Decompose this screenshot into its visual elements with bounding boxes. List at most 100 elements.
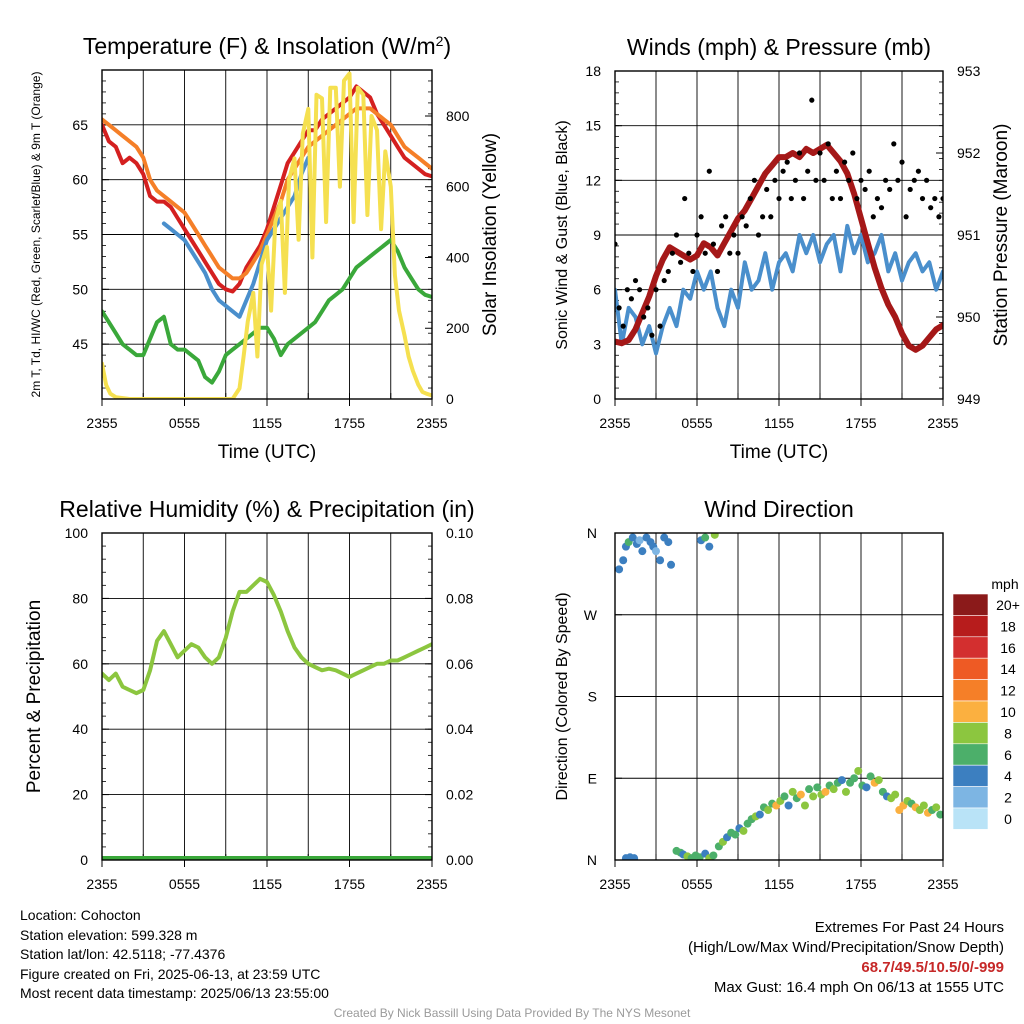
gust-point — [768, 214, 774, 220]
gust-point — [624, 287, 630, 293]
direction-point — [874, 776, 883, 785]
x-tick-label: 2355 — [927, 415, 958, 431]
gust-point — [907, 186, 913, 193]
gust-point — [858, 177, 864, 183]
gust-point — [657, 323, 663, 329]
y-tick-label: 40 — [72, 721, 88, 737]
direction-point — [701, 533, 710, 542]
chart-title: Wind Direction — [704, 496, 854, 522]
plot-frame — [614, 70, 944, 400]
plot-frame — [614, 532, 944, 861]
y2-tick-label: 953 — [957, 63, 981, 79]
gust-point — [743, 223, 749, 229]
y-tick-label: 20 — [72, 787, 88, 803]
gust-point — [817, 150, 823, 156]
gust-point — [723, 214, 729, 220]
gust-point — [739, 214, 745, 220]
legend-swatch — [952, 593, 989, 616]
legend-swatch — [952, 764, 989, 787]
direction-point — [630, 854, 639, 860]
chart-title: Winds (mph) & Pressure (mb) — [627, 34, 931, 60]
direction-point — [710, 533, 719, 539]
extremes-subtitle: (High/Low/Max Wind/Precipitation/Snow De… — [688, 939, 1004, 956]
y2-tick-label: 0.10 — [446, 525, 473, 541]
gust-point — [870, 214, 876, 220]
extremes-values: 68.7/49.5/10.5/0/-999 — [861, 959, 1004, 976]
gust-point — [883, 177, 889, 183]
direction-point — [862, 783, 871, 792]
gust-point — [673, 232, 680, 238]
series-line-hiwc — [161, 155, 311, 319]
chart-panel-1: Temperature (F) & Insolation (W/m2) 2355 0… — [29, 33, 501, 463]
gust-point — [678, 259, 684, 265]
plot-frame — [101, 69, 433, 400]
direction-point — [638, 547, 647, 556]
y-tick-label: S — [588, 689, 597, 705]
x-tick-label: 2355 — [927, 876, 958, 892]
direction-point — [813, 783, 822, 792]
direction-point — [652, 547, 660, 556]
plot-area — [102, 71, 432, 399]
direction-point — [755, 810, 764, 819]
title-close: ) — [443, 33, 451, 59]
gust-point — [788, 195, 794, 202]
direction-point — [764, 806, 773, 815]
title-superscript: 2 — [436, 33, 444, 49]
gust-point — [813, 177, 819, 183]
gust-point — [784, 159, 790, 165]
y2-axis-label: Station Pressure (Maroon) — [991, 124, 1012, 347]
legend-label: 12 — [1000, 683, 1016, 699]
direction-point — [800, 801, 809, 810]
gust-point — [809, 97, 815, 103]
x-tick-label: 0555 — [681, 415, 712, 431]
legend-label: 14 — [1000, 661, 1016, 677]
y-tick-label: 45 — [72, 336, 88, 352]
legend-swatch — [952, 743, 989, 766]
gust-point — [850, 150, 856, 156]
gust-point — [702, 250, 708, 256]
y-axis-label: Sonic Wind & Gust (Blue, Black) — [554, 120, 571, 349]
created-text: Figure created on Fri, 2025-06-13, at 23… — [20, 965, 321, 982]
direction-point — [709, 851, 718, 860]
y-tick-label: 55 — [72, 227, 88, 243]
gust-point — [911, 177, 917, 183]
gust-point — [637, 287, 643, 293]
x-tick-label: 2355 — [86, 415, 117, 431]
gust-point — [698, 214, 704, 220]
gust-point — [862, 186, 868, 193]
gust-point — [653, 287, 659, 293]
legend-label: 16 — [1000, 640, 1016, 656]
speed-legend: mph 20+ 18 16 14 12 10 8 6 4 2 0 — [952, 576, 1020, 830]
legend-title: mph — [991, 576, 1018, 592]
x-tick-label: 2355 — [416, 415, 447, 431]
y-axis-label: Direction (Colored By Speed) — [554, 592, 571, 800]
chart-panel-3: Relative Humidity (%) & Precipitation (i… — [24, 496, 475, 892]
direction-point — [705, 542, 714, 551]
direction-point — [780, 792, 789, 801]
x-tick-label: 1155 — [764, 415, 794, 431]
plot-area — [102, 576, 432, 860]
gust-point — [878, 205, 885, 211]
chart-title: Temperature (F) & Insolation (W/m2) — [83, 33, 451, 59]
latlon-text: Station lat/lon: 42.5118; -77.4376 — [20, 946, 226, 962]
gust-point — [924, 177, 930, 183]
x-tick-label: 2355 — [599, 415, 630, 431]
gust-point — [751, 177, 758, 183]
direction-point — [784, 801, 793, 810]
direction-point — [664, 538, 673, 547]
y2-tick-label: 600 — [446, 179, 470, 195]
gust-point — [776, 195, 782, 202]
x-tick-label: 1755 — [334, 415, 365, 431]
gust-point — [899, 159, 905, 165]
station-info: Location: Cohocton Station elevation: 59… — [20, 906, 329, 1004]
y2-tick-label: 200 — [446, 320, 470, 336]
direction-point — [932, 803, 941, 812]
y-tick-label: 12 — [585, 172, 601, 188]
y-tick-label: 100 — [65, 525, 89, 541]
y2-tick-label: 400 — [446, 249, 470, 265]
y-tick-label: N — [587, 852, 597, 868]
x-tick-label: 1755 — [845, 415, 876, 431]
gust-point — [780, 168, 786, 174]
gust-point — [706, 168, 712, 174]
gust-point — [710, 241, 717, 247]
